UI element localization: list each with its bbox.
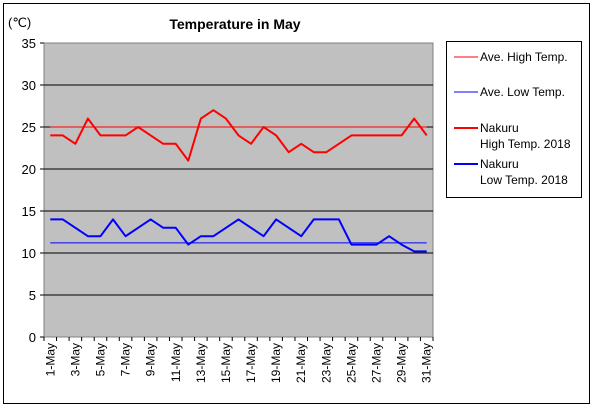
y-tick-label: 20 xyxy=(22,162,36,177)
x-tick-label: 11-May xyxy=(169,343,183,382)
x-tick-label: 27-May xyxy=(370,343,384,383)
x-tick-label: 7-May xyxy=(119,343,133,376)
legend-label: Nakuru xyxy=(480,157,519,171)
y-tick-label: 25 xyxy=(22,120,36,135)
unit-label: (℃) xyxy=(8,15,31,30)
y-tick-label: 30 xyxy=(22,78,36,93)
y-tick-label: 0 xyxy=(29,330,36,345)
legend-box xyxy=(446,41,582,198)
x-tick-label: 29-May xyxy=(395,343,409,383)
x-tick-label: 21-May xyxy=(294,343,308,383)
x-tick-label: 3-May xyxy=(68,343,82,376)
x-tick-label: 13-May xyxy=(194,343,208,383)
x-tick-label: 25-May xyxy=(344,343,358,383)
x-tick-label: 17-May xyxy=(244,343,258,383)
y-tick-label: 5 xyxy=(29,288,36,303)
chart-title: Temperature in May xyxy=(169,16,300,32)
x-tick-label: 9-May xyxy=(144,343,158,376)
x-tick-label: 31-May xyxy=(420,343,434,383)
x-tick-label: 19-May xyxy=(269,343,283,383)
plot-area xyxy=(43,42,434,338)
y-tick-label: 35 xyxy=(22,36,36,51)
legend-label: Low Temp. 2018 xyxy=(480,173,568,187)
legend-label: Ave. Low Temp. xyxy=(480,85,565,99)
x-tick-label: 1-May xyxy=(43,343,57,376)
x-tick-label: 5-May xyxy=(93,343,107,376)
y-tick-label: 10 xyxy=(22,246,36,261)
series-line-2 xyxy=(50,109,428,162)
y-tick-label: 15 xyxy=(22,204,36,219)
series-line-3 xyxy=(50,218,427,253)
x-tick-label: 23-May xyxy=(319,343,333,383)
legend-label: Ave. High Temp. xyxy=(480,50,568,64)
legend-label: High Temp. 2018 xyxy=(480,137,571,151)
x-tick-label: 15-May xyxy=(219,343,233,383)
legend-label: Nakuru xyxy=(480,121,519,135)
